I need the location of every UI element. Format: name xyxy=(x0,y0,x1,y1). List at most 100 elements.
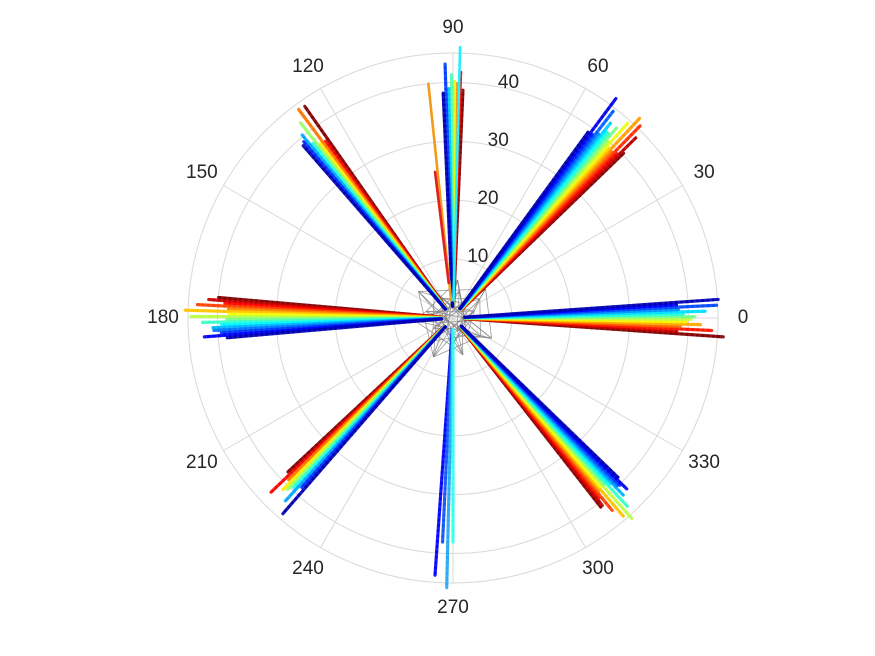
data-point xyxy=(319,142,323,146)
data-point xyxy=(627,304,631,308)
data-point xyxy=(402,259,405,263)
data-point xyxy=(289,493,293,497)
data-point xyxy=(227,320,231,324)
data-point xyxy=(244,332,248,336)
data-point xyxy=(451,376,455,379)
data-point xyxy=(363,417,367,421)
series-180 xyxy=(183,295,443,340)
data-point xyxy=(514,229,518,233)
data-point xyxy=(370,409,374,413)
data-point xyxy=(696,309,700,313)
data-point xyxy=(444,423,447,427)
data-point xyxy=(233,297,237,301)
data-point xyxy=(303,141,307,145)
data-point xyxy=(318,469,322,473)
data-point xyxy=(441,92,445,96)
data-point xyxy=(448,439,452,443)
center-mesh xyxy=(414,279,492,358)
data-point xyxy=(233,300,237,303)
data-point xyxy=(680,310,684,314)
data-point xyxy=(309,467,313,471)
data-point xyxy=(305,464,309,468)
data-point xyxy=(445,167,448,171)
data-point xyxy=(416,275,419,279)
data-point xyxy=(332,453,336,457)
data-point xyxy=(445,119,449,123)
data-point xyxy=(517,225,521,229)
data-point xyxy=(328,327,332,331)
data-point xyxy=(325,461,329,465)
data-point xyxy=(452,119,456,123)
data-point xyxy=(629,140,633,144)
data-point xyxy=(371,323,375,327)
data-point xyxy=(233,320,237,324)
data-point xyxy=(324,158,328,162)
data-point xyxy=(444,156,448,160)
data-point xyxy=(451,487,455,491)
data-point xyxy=(440,476,444,480)
data-point xyxy=(563,308,567,312)
data-point xyxy=(444,76,447,80)
data-point xyxy=(317,157,321,161)
data-point xyxy=(451,402,455,406)
data-point xyxy=(442,114,446,118)
data-point xyxy=(325,151,329,154)
r-tick-label-40: 40 xyxy=(498,72,519,93)
data-point xyxy=(600,306,604,310)
angle-tick-labels: 0 30 60 90 120 150 180 210 240 270 300 330 xyxy=(147,17,748,618)
data-point xyxy=(445,577,449,581)
data-point xyxy=(377,231,381,235)
data-point xyxy=(443,135,447,139)
ray xyxy=(301,144,447,311)
series-268 xyxy=(433,328,455,590)
data-point xyxy=(212,334,216,338)
data-point xyxy=(312,147,316,151)
data-point xyxy=(217,320,221,324)
data-point xyxy=(299,458,303,462)
data-point xyxy=(444,145,448,149)
data-point xyxy=(633,129,637,133)
data-point xyxy=(301,460,305,464)
data-point xyxy=(442,103,446,107)
data-point xyxy=(617,489,621,493)
data-point xyxy=(460,103,464,107)
data-point xyxy=(589,449,593,453)
data-point xyxy=(448,246,452,250)
data-point xyxy=(196,309,199,313)
data-point xyxy=(429,318,433,322)
data-point xyxy=(505,312,509,316)
data-point xyxy=(451,508,455,512)
data-point xyxy=(553,309,557,313)
data-point xyxy=(680,305,684,309)
data-point xyxy=(306,479,309,483)
series-layer xyxy=(183,45,725,590)
data-point xyxy=(233,322,237,326)
data-point xyxy=(207,335,211,338)
data-point xyxy=(653,302,657,306)
data-point xyxy=(449,267,453,271)
data-point xyxy=(674,329,678,333)
data-point xyxy=(461,92,465,96)
data-point xyxy=(464,298,468,302)
data-point xyxy=(426,287,430,291)
data-point xyxy=(513,376,517,380)
data-point xyxy=(444,460,448,464)
data-point xyxy=(446,428,450,432)
data-point xyxy=(451,455,455,459)
theta-tick-label-60: 60 xyxy=(587,56,608,77)
data-point xyxy=(447,124,451,128)
data-point xyxy=(444,476,447,480)
data-point xyxy=(302,135,306,139)
data-point xyxy=(611,130,615,134)
data-point xyxy=(440,303,444,307)
data-point xyxy=(443,325,447,329)
data-point xyxy=(500,313,504,317)
data-point xyxy=(526,311,530,315)
data-point xyxy=(302,115,306,119)
data-point xyxy=(685,305,689,309)
data-point xyxy=(460,114,464,118)
data-point xyxy=(569,308,572,312)
data-point xyxy=(238,312,242,316)
data-point xyxy=(402,320,406,324)
data-point xyxy=(483,272,487,276)
